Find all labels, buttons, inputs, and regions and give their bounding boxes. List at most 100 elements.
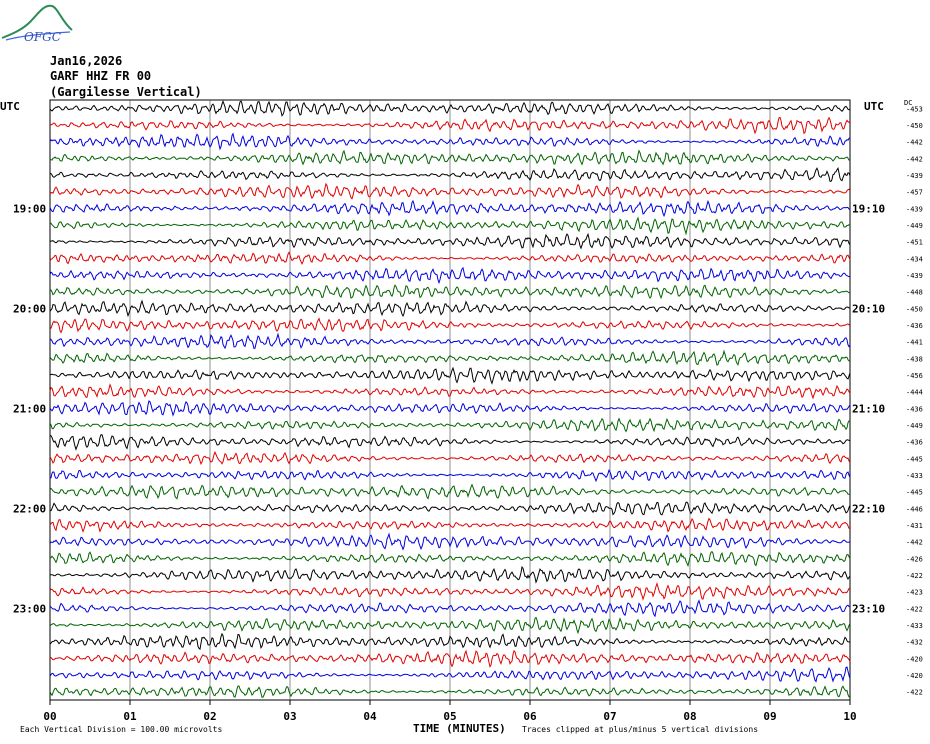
record-date: Jan16,2026 (50, 54, 123, 68)
dc-offset-label: -451 (906, 239, 923, 247)
x-tick-label: 10 (843, 710, 856, 723)
dc-offset-label: -439 (906, 172, 923, 180)
trace-line-5 (49, 182, 851, 200)
trace-line-26 (49, 532, 851, 551)
trace-line-1 (49, 116, 851, 135)
x-tick-label: 07 (603, 710, 616, 723)
right-time-label: 20:10 (852, 302, 885, 315)
x-tick-label: 09 (763, 710, 776, 723)
station-code: GARF HHZ FR 00 (50, 69, 152, 83)
trace-line-15 (49, 349, 851, 366)
trace-line-7 (49, 216, 851, 236)
dc-offset-label: -434 (906, 255, 923, 263)
dc-offset-label: -453 (906, 105, 923, 113)
x-tick-label: 04 (363, 710, 377, 723)
dc-offset-label: -426 (906, 555, 923, 563)
left-utc-label: UTC (0, 100, 20, 113)
trace-line-25 (49, 517, 851, 533)
x-tick-label: 06 (523, 710, 537, 723)
trace-line-14 (49, 332, 851, 350)
trace-line-4 (49, 167, 851, 182)
dc-offset-label: -420 (906, 655, 923, 663)
dc-offset-label: -441 (906, 339, 923, 347)
ofgc-logo: OFGC (1, 4, 73, 44)
trace-line-6 (49, 199, 851, 218)
dc-offset-label: -446 (906, 505, 923, 513)
dc-offset-label: -436 (906, 439, 923, 447)
dc-offset-label: -439 (906, 205, 923, 213)
trace-line-27 (49, 551, 851, 568)
dc-offset-label: -445 (906, 455, 923, 463)
trace-line-34 (49, 666, 851, 683)
station-location: (Gargilesse Vertical) (50, 85, 202, 99)
dc-offset-label: -433 (906, 622, 923, 630)
dc-offset-label: -422 (906, 572, 923, 580)
trace-line-33 (49, 649, 851, 668)
right-time-label: 22:10 (852, 502, 885, 515)
dc-offset-labels: -453 -450 -442 -442 -439 -457 -439 -449 -451 -434… (906, 105, 923, 696)
trace-line-2 (49, 132, 851, 151)
trace-line-31 (49, 616, 851, 635)
trace-line-10 (49, 266, 850, 285)
dc-offset-label: -445 (906, 489, 923, 497)
right-time-label: 21:10 (852, 402, 885, 415)
trace-line-22 (49, 469, 851, 483)
left-time-labels: 19:00 20:00 21:00 22:00 23:00 (13, 202, 46, 615)
dc-offset-label: -431 (906, 522, 923, 530)
trace-line-16 (49, 366, 851, 385)
dc-offset-label: -436 (906, 405, 923, 413)
x-tick-label: 01 (123, 710, 137, 723)
left-time-label: 23:00 (13, 602, 46, 615)
trace-line-18 (49, 400, 851, 417)
trace-line-29 (49, 581, 851, 601)
left-time-label: 21:00 (13, 402, 46, 415)
trace-line-28 (49, 565, 851, 584)
dc-offset-label: -423 (906, 589, 923, 597)
trace-line-13 (49, 317, 851, 334)
right-time-label: 19:10 (852, 202, 885, 215)
x-tick-label: 05 (443, 710, 456, 723)
trace-line-35 (49, 685, 851, 698)
x-tick-label: 08 (683, 710, 696, 723)
dc-offset-label: -438 (906, 355, 923, 363)
trace-line-19 (49, 417, 851, 433)
trace-line-0 (49, 99, 850, 117)
dc-offset-label: -422 (906, 689, 923, 697)
x-tick-label: 02 (203, 710, 216, 723)
right-time-label: 23:10 (852, 602, 885, 615)
dc-offset-label: -439 (906, 272, 923, 280)
trace-line-24 (49, 501, 851, 516)
dc-offset-label: -450 (906, 305, 923, 313)
x-axis: 00 01 02 03 04 05 06 07 08 09 10 (43, 700, 857, 723)
dc-offset-label: -442 (906, 155, 923, 163)
trace-line-30 (49, 599, 851, 618)
dc-offset-label: -442 (906, 539, 923, 547)
trace-line-20 (49, 434, 851, 451)
dc-offset-label: -456 (906, 372, 923, 380)
scale-note: Each Vertical Division = 100.00 microvol… (20, 725, 223, 734)
dc-offset-label: -448 (906, 289, 923, 297)
dc-offset-label: -436 (906, 322, 923, 330)
left-time-label: 22:00 (13, 502, 46, 515)
x-tick-label: 03 (283, 710, 296, 723)
dc-offset-label: -444 (906, 389, 923, 397)
dc-offset-label: -432 (906, 639, 923, 647)
dc-offset-label: -449 (906, 422, 923, 430)
left-time-label: 19:00 (13, 202, 46, 215)
plot-grid (49, 99, 851, 701)
trace-line-32 (49, 632, 851, 650)
dc-offset-label: -442 (906, 139, 923, 147)
trace-line-21 (49, 450, 851, 466)
x-axis-title: TIME (MINUTES) (413, 722, 506, 735)
logo-text: OFGC (24, 30, 61, 44)
trace-line-11 (49, 284, 850, 300)
left-time-label: 20:00 (13, 302, 46, 315)
trace-group (49, 99, 851, 698)
right-utc-label: UTC (864, 100, 884, 113)
dc-offset-label: -457 (906, 189, 923, 197)
trace-line-9 (49, 251, 851, 265)
trace-line-17 (49, 383, 851, 400)
trace-line-12 (49, 299, 851, 318)
x-tick-label: 00 (43, 710, 56, 723)
